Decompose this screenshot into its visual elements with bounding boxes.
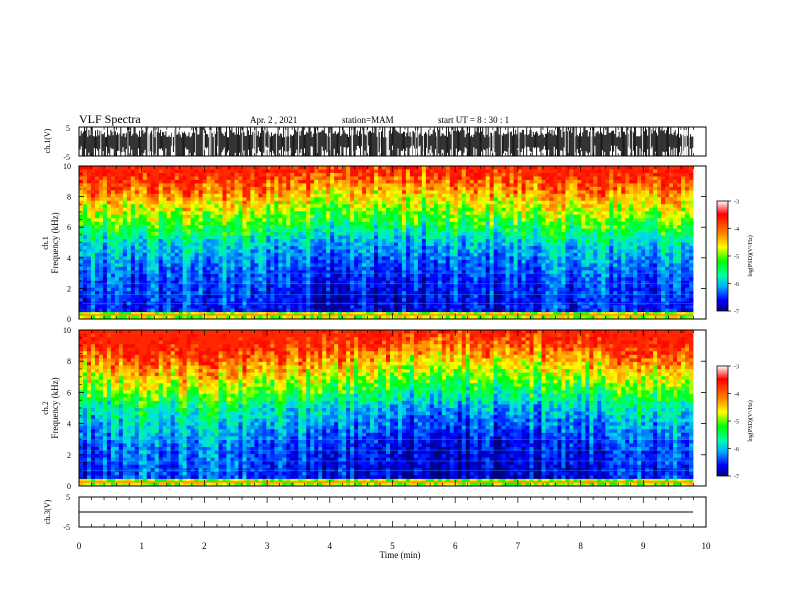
ch1-colorbar: -3 -4 -5 -6 -7 log(PSD)(V²/Hz) xyxy=(716,200,754,316)
time-tick-label: 10 xyxy=(702,541,712,551)
colorbar-tick-label: -5 xyxy=(734,420,739,426)
ch1-colorbar-label: log(PSD)(V²/Hz) xyxy=(747,235,754,276)
ch1-spectrogram-heatmap xyxy=(79,166,706,320)
freq-tick-label: 8 xyxy=(67,357,71,366)
time-axis-labels: 0 1 2 3 4 5 6 7 8 9 10 xyxy=(77,541,711,551)
figure-title: VLF Spectra xyxy=(79,112,141,126)
time-tick-label: 9 xyxy=(641,541,646,551)
x-axis-label: Time (min) xyxy=(380,550,421,560)
ch3-ylabel: ch.3(V) xyxy=(43,499,52,524)
colorbar-tick-label: -3 xyxy=(734,200,739,206)
ch1-ytick-5: 5 xyxy=(66,124,70,133)
date-label: Apr. 2 , 2021 xyxy=(250,115,297,125)
ch1-spectrogram-panel: 0 2 4 6 8 10 ch.1 Frequency (kHz) xyxy=(41,162,707,324)
ch2-colorbar: -3 -4 -5 -6 -7 log(PSD)(V²/Hz) xyxy=(716,365,754,481)
freq-tick-label: 8 xyxy=(67,193,71,202)
ch1-spec-ylabel-a: ch.1 xyxy=(41,236,50,250)
freq-tick-label: 6 xyxy=(67,388,71,397)
colorbar-tick-label: -5 xyxy=(734,255,739,261)
freq-tick-label: 6 xyxy=(67,223,71,232)
ch3-waveform-panel: 5 -5 ch.3(V) xyxy=(43,493,707,532)
time-tick-label: 2 xyxy=(202,541,207,551)
time-tick-label: 8 xyxy=(578,541,583,551)
time-tick-label: 6 xyxy=(453,541,458,551)
ch3-ytick-5: 5 xyxy=(66,493,70,502)
ch1-ytick-neg5: -5 xyxy=(63,153,70,162)
ch2-colorbar-label: log(PSD)(V²/Hz) xyxy=(747,400,754,441)
colorbar-tick-label: -4 xyxy=(734,392,739,398)
start-time-label: start UT = 8 : 30 : 1 xyxy=(438,115,509,125)
freq-tick-label: 0 xyxy=(67,315,71,324)
freq-tick-label: 0 xyxy=(67,482,71,491)
freq-tick-label: 10 xyxy=(63,326,71,335)
time-tick-label: 4 xyxy=(328,541,333,551)
ch1-waveform-trace xyxy=(78,127,694,156)
time-tick-label: 0 xyxy=(77,541,82,551)
colorbar-tick-label: -3 xyxy=(734,365,739,371)
freq-tick-label: 4 xyxy=(67,420,71,429)
time-axis-ticks xyxy=(78,127,707,527)
ch2-spectrogram-panel: 0 2 4 6 8 10 ch.2 Frequency (kHz) xyxy=(41,326,707,491)
ch1-ylabel: ch.1(V) xyxy=(43,128,52,153)
colorbar-tick-label: -6 xyxy=(734,282,739,288)
ch3-ytick-neg5: -5 xyxy=(63,523,70,532)
colorbar-tick-label: -7 xyxy=(734,310,739,316)
time-tick-label: 5 xyxy=(390,541,395,551)
time-tick-label: 1 xyxy=(139,541,144,551)
time-tick-label: 7 xyxy=(516,541,521,551)
colorbar-tick-label: -6 xyxy=(734,447,739,453)
ch2-spec-ylabel-b: Frequency (kHz) xyxy=(50,377,60,438)
colorbar-tick-label: -4 xyxy=(734,227,739,233)
freq-tick-label: 2 xyxy=(67,284,71,293)
ch1-spec-ylabel-b: Frequency (kHz) xyxy=(50,212,60,273)
ch1-waveform-panel: 5 -5 ch.1(V) xyxy=(43,124,707,162)
ch2-spec-ylabel-a: ch.2 xyxy=(41,401,50,415)
freq-tick-label: 4 xyxy=(67,254,71,263)
freq-tick-label: 2 xyxy=(67,451,71,460)
station-label: station=MAM xyxy=(342,115,394,125)
ch2-spectrogram-heatmap xyxy=(79,330,706,487)
time-tick-label: 3 xyxy=(265,541,270,551)
freq-tick-label: 10 xyxy=(63,162,71,171)
colorbar-tick-label: -7 xyxy=(734,475,739,481)
